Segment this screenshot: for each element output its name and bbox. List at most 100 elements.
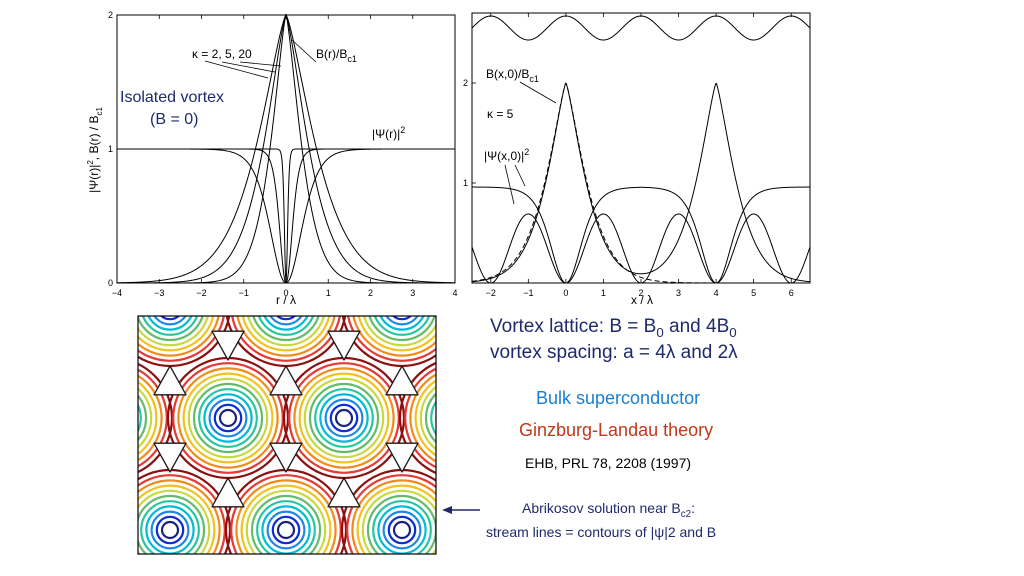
contour-ring: [263, 316, 309, 331]
bulk-superconductor: Bulk superconductor: [536, 388, 701, 408]
triangle-contour: [96, 254, 128, 283]
triangle-contour: [734, 443, 766, 472]
y-tick-label: 2: [463, 78, 468, 88]
contour-ring: [352, 316, 436, 357]
contour-ring: [368, 316, 436, 342]
x-tick-label: 4: [452, 288, 457, 298]
b-arrow: [291, 39, 317, 63]
y-tick-label: 1: [108, 144, 113, 154]
contour-ring: [347, 316, 436, 362]
contour-ring: [346, 474, 436, 554]
triangle-contour: [211, 330, 245, 361]
x-tick-label: −2: [486, 288, 496, 298]
triangle-contour: [269, 442, 303, 473]
x-tick-label: 3: [676, 288, 681, 298]
series-line: [471, 213, 811, 284]
contour-ring: [271, 515, 301, 545]
x-tick-label: 0: [283, 288, 288, 298]
contour-ring: [351, 479, 436, 554]
contour-ring: [269, 316, 303, 326]
contour-ring: [138, 494, 206, 554]
contour-ring: [162, 298, 178, 314]
triangle-contour: [502, 366, 534, 395]
contour-ring: [138, 374, 163, 462]
x-tick-label: −1: [239, 288, 249, 298]
contour-ring: [235, 479, 337, 554]
contour-ring: [4, 256, 103, 355]
contour-ring: [0, 470, 114, 576]
contour-ring: [140, 500, 200, 554]
contour-ring: [203, 393, 253, 443]
contour-ring: [334, 408, 354, 428]
x-tick-label: 2: [638, 288, 643, 298]
contour-ring: [278, 298, 294, 314]
contour-ring: [182, 372, 274, 464]
contour-ring: [419, 385, 436, 451]
contour-ring: [159, 316, 181, 321]
isolated-vortex-line1: Isolated vortex: [120, 89, 224, 106]
contour-ring: [36, 512, 73, 549]
contour-ring: [10, 262, 99, 351]
contour-ring: [138, 362, 174, 474]
x-tick-label: 2: [368, 288, 373, 298]
contour-ring: [256, 500, 316, 554]
contour-ring: [387, 515, 417, 545]
contour-ring: [187, 377, 269, 459]
triangle-contour: [734, 366, 766, 395]
contour-ring: [584, 256, 683, 355]
contour-ring: [138, 316, 225, 362]
abrikosov-caption: Abrikosov solution near Bc2:: [522, 500, 696, 520]
contour-ring: [160, 520, 180, 540]
contour-ring: [138, 316, 220, 357]
triangle-contour: [385, 442, 419, 473]
series-line: [117, 148, 455, 284]
contour-ring: [138, 316, 210, 347]
contour-ring: [266, 510, 306, 550]
lattice-line1: Vortex lattice: B = B0 and 4B0: [490, 316, 737, 340]
x-tick-label: −2: [196, 288, 206, 298]
contour-ring: [314, 388, 374, 448]
x-tick-label: 1: [326, 288, 331, 298]
contour-ring: [36, 288, 73, 325]
contour-ring: [382, 510, 422, 550]
contour-ring: [41, 293, 67, 319]
contour-ring: [4, 480, 103, 576]
contour-ring: [88, 394, 135, 441]
contour-ring: [447, 405, 473, 431]
contour-ring: [172, 362, 284, 474]
contour-ring: [138, 403, 142, 433]
right-curves: [471, 15, 811, 284]
kappa-arrows: [204, 60, 282, 79]
contour-ring: [293, 367, 395, 469]
triangle-contour: [676, 254, 708, 283]
series-line: [117, 13, 455, 284]
triangle-contour: [327, 477, 361, 508]
right-ticks: −2 −1 0 1 2 3 4 5 6 1 2: [463, 13, 794, 298]
contour-ring: [329, 403, 359, 433]
contour-ring: [468, 256, 567, 355]
contour-ring: [357, 316, 436, 352]
triangle-contour: [269, 365, 303, 396]
contour-ring: [138, 489, 211, 554]
contour-ring: [0, 246, 114, 366]
contour-ring: [452, 410, 468, 426]
psi-annotation: |Ψ(r)|2: [372, 125, 405, 141]
contour-ring: [0, 475, 109, 576]
triangle-contour: [96, 478, 128, 507]
contour-ring: [361, 489, 436, 554]
contour-ring: [138, 387, 153, 449]
series-line: [471, 82, 811, 283]
right-b-annotation: B(x,0)/Bc1: [486, 67, 539, 84]
x-tick-label: 5: [751, 288, 756, 298]
contour-ring: [308, 382, 380, 454]
contour-ring: [245, 489, 327, 554]
right-arrows: [504, 81, 557, 205]
contour-ring: [240, 484, 332, 554]
series-line: [471, 82, 810, 284]
series-line: [471, 15, 811, 41]
contour-ring: [303, 377, 385, 459]
y-tick-label: 0: [108, 278, 113, 288]
contour-ring: [288, 362, 400, 474]
triangle-contour: [328, 555, 360, 576]
contour-ring: [236, 316, 336, 357]
